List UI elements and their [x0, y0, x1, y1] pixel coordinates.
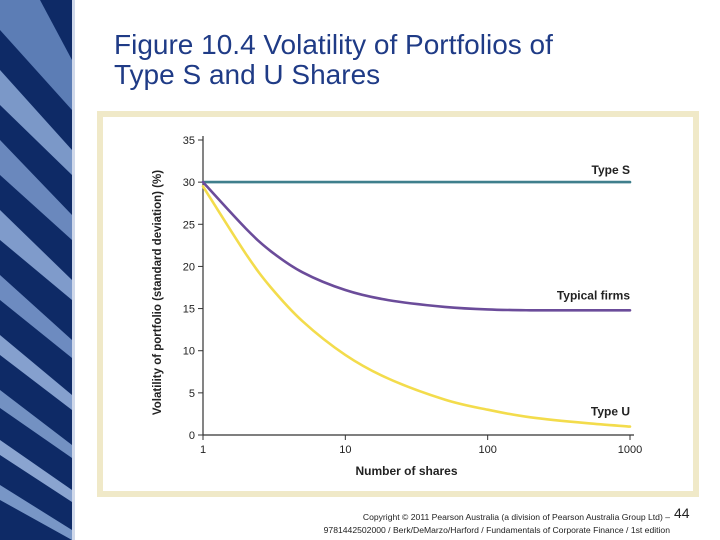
x-tick-label-1: 10 — [339, 444, 351, 456]
series-label-typical-firms: Typical firms — [557, 288, 630, 302]
title-line-1: Figure 10.4 Volatility of Portfolios of — [114, 29, 553, 60]
y-tick-label-0: 0 — [189, 430, 195, 442]
y-tick-label-4: 20 — [183, 261, 195, 273]
y-axis-label: Volatility of portfolio (standard deviat… — [152, 170, 164, 415]
y-tick-label-1: 5 — [189, 388, 195, 400]
copyright-footer: Copyright © 2011 Pearson Australia (a di… — [250, 511, 670, 537]
title-line-2: Type S and U Shares — [114, 59, 381, 90]
y-tick-label-3: 15 — [183, 304, 195, 316]
series-line-type-u — [201, 185, 632, 428]
x-tick-label-0: 1 — [200, 444, 206, 456]
x-axis-label: Number of shares — [355, 464, 457, 478]
slide-title: Figure 10.4 Volatility of Portfolios of … — [114, 30, 704, 90]
series-label-type-u: Type U — [591, 405, 630, 419]
decorative-stripes — [0, 0, 110, 540]
y-tick-label-6: 30 — [183, 177, 195, 189]
series-label-type-s: Type S — [592, 163, 630, 177]
page-number: 44 — [674, 505, 690, 521]
x-tick-label-2: 100 — [478, 444, 496, 456]
y-tick-label-5: 25 — [183, 219, 195, 231]
volatility-chart: 0 5 10 15 20 25 30 35 1 10 100 1000 Number of shares… — [152, 135, 642, 478]
chart-frame: 0 5 10 15 20 25 30 35 1 10 100 1000 Number of shares… — [97, 111, 699, 497]
footer-line-1: Copyright © 2011 Pearson Australia (a di… — [362, 512, 670, 522]
series-line-typical-firms — [201, 180, 632, 312]
y-tick-label-7: 35 — [183, 135, 195, 147]
y-tick-label-2: 10 — [183, 346, 195, 358]
footer-line-2: 9781442502000 / Berk/DeMarzo/Harford / F… — [323, 525, 670, 535]
x-tick-label-3: 1000 — [618, 444, 642, 456]
